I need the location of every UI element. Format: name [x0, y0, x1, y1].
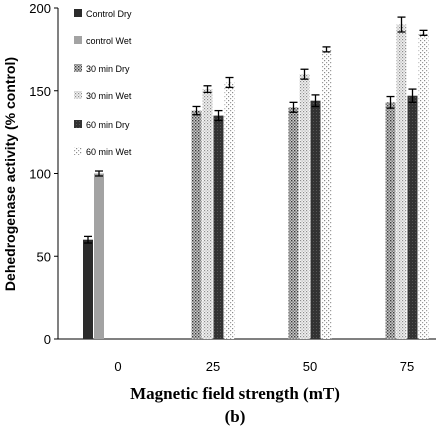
legend-label: 30 min Wet: [86, 91, 132, 101]
bar-60-min-wet: [321, 49, 332, 339]
bar-60-min-dry: [407, 95, 418, 339]
error-bar-group: [84, 16, 428, 244]
legend: Control Dry control Wet 30 min Dry 30 min W…: [74, 9, 132, 157]
legend-swatch: [74, 91, 82, 99]
x-tick-labels: 0 25 50 75: [114, 359, 414, 374]
y-tick-labels: 0 50 100 150 200: [29, 1, 58, 347]
legend-label: 60 min Dry: [86, 120, 130, 130]
bar-60-min-dry: [213, 115, 224, 339]
bar-30-min-dry: [288, 107, 299, 339]
legend-swatch: [74, 120, 82, 128]
legend-label: 60 min Wet: [86, 147, 132, 157]
legend-swatch: [74, 36, 82, 44]
bar-60-min-dry: [310, 100, 321, 340]
y-tick-label: 100: [29, 167, 51, 182]
legend-label: 30 min Dry: [86, 64, 130, 74]
x-tick-label: 25: [206, 359, 220, 374]
bar-30-min-wet: [396, 24, 407, 340]
legend-label: Control Dry: [86, 9, 132, 19]
legend-swatch: [74, 147, 82, 155]
bar-group: [83, 24, 429, 340]
legend-swatch: [74, 9, 82, 17]
bar-60-min-wet: [224, 82, 235, 339]
bar-30-min-wet: [299, 74, 310, 339]
bar-control-wet: [94, 173, 104, 339]
bar-60-min-wet: [418, 32, 429, 339]
legend-label: control Wet: [86, 36, 132, 46]
x-axis-label: Magnetic field strength (mT): [130, 384, 340, 403]
y-tick-label: 150: [29, 84, 51, 99]
x-tick-label: 50: [303, 359, 317, 374]
bar-control-dry: [83, 239, 93, 339]
y-tick-label: 200: [29, 1, 51, 16]
bar-30-min-dry: [191, 110, 202, 339]
y-tick-label: 0: [44, 332, 51, 347]
x-tick-label: 0: [114, 359, 121, 374]
y-tick-label: 50: [37, 249, 51, 264]
x-tick-label: 75: [400, 359, 414, 374]
bar-30-min-wet: [202, 89, 213, 339]
bar-30-min-dry: [385, 102, 396, 340]
legend-swatch: [74, 64, 82, 72]
figure-caption: (b): [225, 407, 246, 426]
y-axis-label: Dehedrogenase activity (% control): [2, 57, 18, 291]
